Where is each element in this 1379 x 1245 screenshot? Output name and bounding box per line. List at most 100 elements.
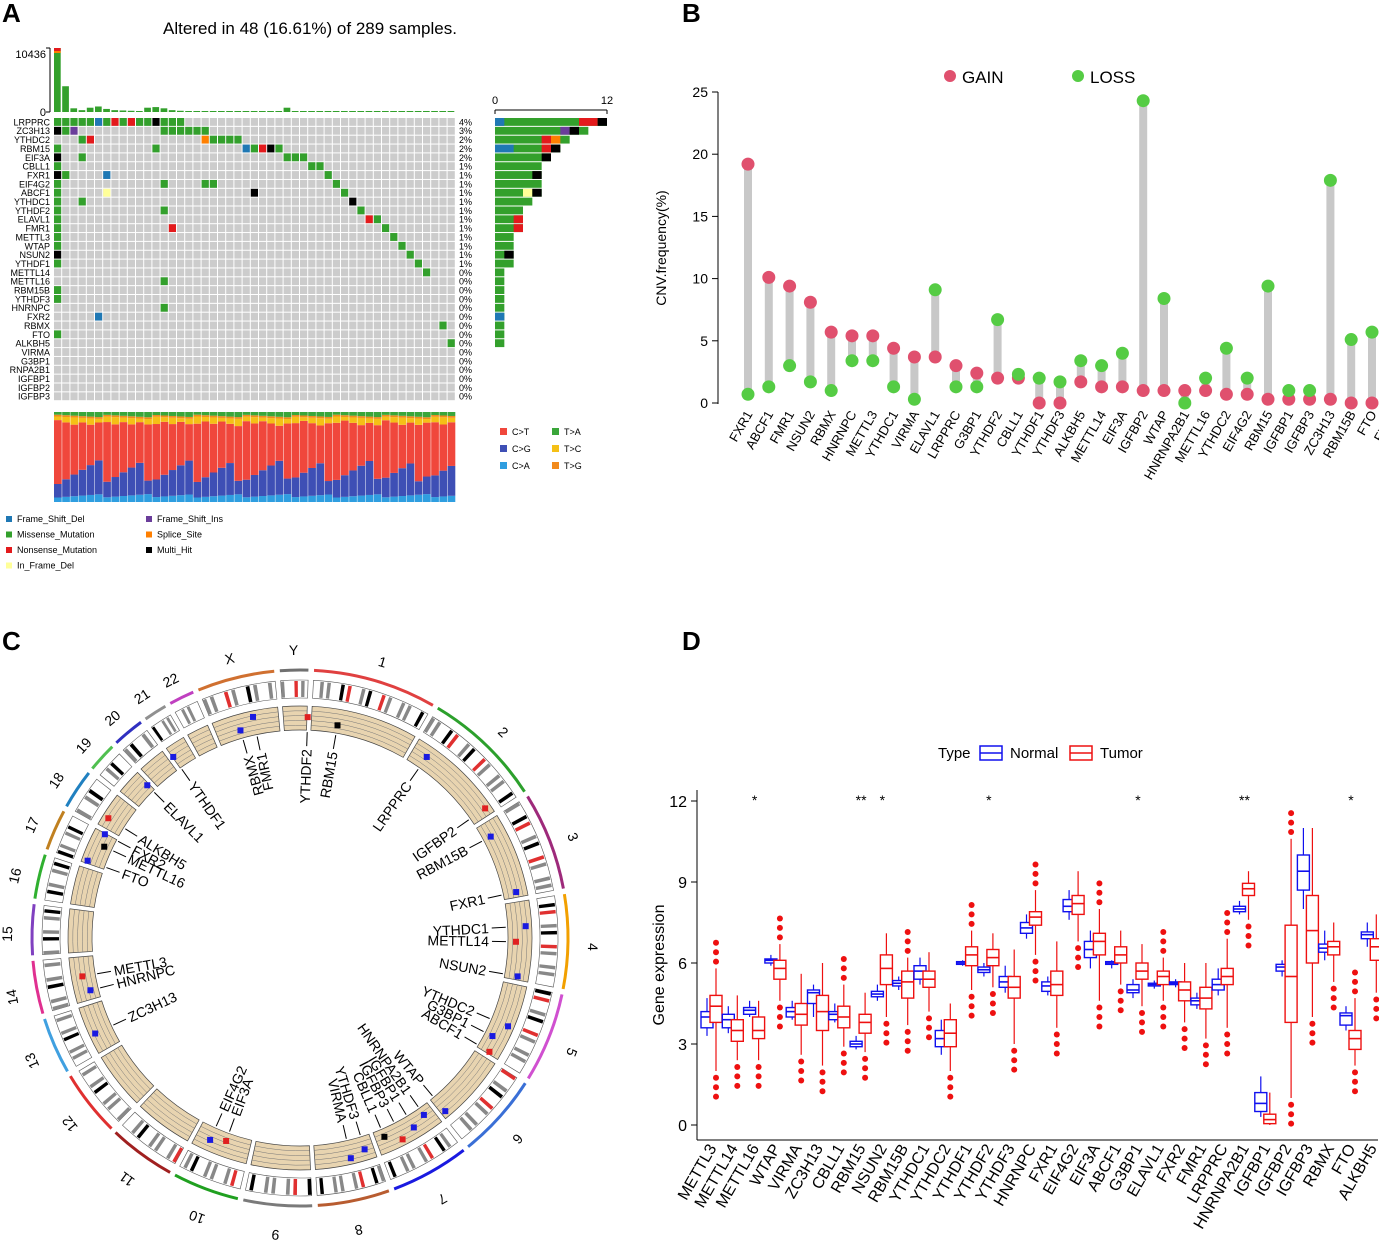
side-bar xyxy=(495,180,542,188)
grid-cell xyxy=(243,286,250,294)
grid-cell xyxy=(243,136,250,144)
grid-cell xyxy=(366,304,373,312)
outlier-point xyxy=(777,925,783,931)
grid-cell xyxy=(128,268,135,276)
grid-cell xyxy=(259,233,266,241)
outlier-point xyxy=(883,1040,889,1046)
box-y-tick-label: 9 xyxy=(678,875,687,892)
grid-cell xyxy=(292,357,299,365)
oncoplot-title: Altered in 48 (16.61%) of 289 samples. xyxy=(163,19,457,38)
grid-cell xyxy=(390,339,397,347)
titv-seg xyxy=(161,496,169,502)
grid-cell xyxy=(423,127,430,135)
tmb-bar xyxy=(111,110,118,112)
grid-cell xyxy=(407,145,414,153)
mutation-cell xyxy=(226,136,233,144)
grid-cell xyxy=(169,198,176,206)
mutation-cell xyxy=(54,145,61,153)
grid-cell xyxy=(177,286,184,294)
outlier-point xyxy=(1139,1010,1145,1016)
titv-seg xyxy=(144,412,152,417)
grid-cell xyxy=(136,153,143,161)
grid-cell xyxy=(374,207,381,215)
grid-cell xyxy=(177,198,184,206)
grid-cell xyxy=(316,357,323,365)
box xyxy=(1093,933,1105,955)
grid-cell xyxy=(136,375,143,383)
grid-cell xyxy=(136,348,143,356)
grid-cell xyxy=(193,189,200,197)
tmb-bar xyxy=(407,111,414,112)
grid-cell xyxy=(423,215,430,223)
box-y-tick-label: 6 xyxy=(678,956,687,973)
chromosome-label: 16 xyxy=(5,866,24,885)
grid-cell xyxy=(111,313,118,321)
percent-label: 0% xyxy=(459,392,472,402)
circos-gene-label: FXR1 xyxy=(448,891,487,914)
tmb-bar xyxy=(374,111,381,112)
side-bar-seg xyxy=(560,127,569,135)
grid-cell xyxy=(128,375,135,383)
grid-cell xyxy=(144,127,151,135)
grid-cell xyxy=(210,286,217,294)
grid-cell xyxy=(300,215,307,223)
grid-cell xyxy=(366,286,373,294)
grid-cell xyxy=(152,260,159,268)
grid-cell xyxy=(300,286,307,294)
grid-cell xyxy=(152,366,159,374)
gene-leader xyxy=(100,984,114,987)
grid-cell xyxy=(415,366,422,374)
grid-cell xyxy=(431,127,438,135)
grid-cell xyxy=(70,304,77,312)
grid-cell xyxy=(448,384,455,392)
titv-seg xyxy=(423,494,431,502)
grid-cell xyxy=(382,366,389,374)
grid-cell xyxy=(349,330,356,338)
grid-cell xyxy=(251,277,258,285)
grid-cell xyxy=(136,198,143,206)
outlier-point xyxy=(905,948,911,954)
grid-cell xyxy=(120,189,127,197)
grid-cell xyxy=(70,366,77,374)
grid-cell xyxy=(292,322,299,330)
grid-cell xyxy=(374,118,381,126)
outlier-point xyxy=(1075,945,1081,951)
tmb-bar xyxy=(341,111,348,112)
titv-seg xyxy=(62,479,70,497)
grid-cell xyxy=(234,118,241,126)
grid-cell xyxy=(62,224,69,232)
grid-cell xyxy=(439,127,446,135)
titv-seg xyxy=(390,473,398,497)
grid-cell xyxy=(275,277,282,285)
grid-cell xyxy=(275,295,282,303)
grid-cell xyxy=(226,330,233,338)
grid-cell xyxy=(185,348,192,356)
box xyxy=(1297,855,1309,890)
grid-cell xyxy=(398,251,405,259)
grid-cell xyxy=(267,304,274,312)
grid-cell xyxy=(218,127,225,135)
grid-cell xyxy=(152,286,159,294)
grid-cell xyxy=(62,198,69,206)
grid-cell xyxy=(366,322,373,330)
grid-cell xyxy=(226,392,233,400)
titv-seg xyxy=(111,497,119,502)
outlier-point xyxy=(713,1094,719,1100)
outlier-point xyxy=(1352,969,1358,975)
grid-cell xyxy=(308,313,315,321)
grid-cell xyxy=(357,286,364,294)
loss-point xyxy=(991,313,1004,326)
box xyxy=(710,995,722,1022)
grid-cell xyxy=(54,313,61,321)
grid-cell xyxy=(366,295,373,303)
mutation-cell xyxy=(70,118,77,126)
grid-cell xyxy=(54,322,61,330)
grid-cell xyxy=(210,171,217,179)
grid-cell xyxy=(169,277,176,285)
grid-cell xyxy=(398,153,405,161)
grid-cell xyxy=(284,384,291,392)
mutation-cell xyxy=(62,127,69,135)
grid-cell xyxy=(439,348,446,356)
grid-cell xyxy=(267,260,274,268)
grid-cell xyxy=(226,384,233,392)
